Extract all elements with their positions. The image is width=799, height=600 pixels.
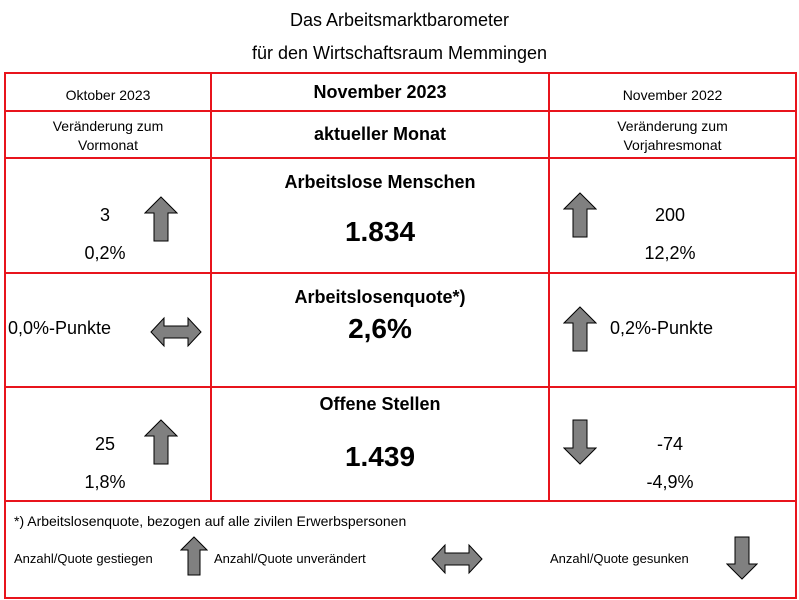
arrow-up-icon bbox=[144, 419, 178, 465]
arrow-up-icon bbox=[563, 192, 597, 238]
row2-left-text: 0,0%-Punkte bbox=[8, 318, 112, 338]
row2-right-text: 0,2%-Punkte bbox=[610, 318, 714, 338]
title-line-1: Das Arbeitsmarktbarometer bbox=[289, 10, 510, 30]
row3-value: 1.439 bbox=[344, 441, 416, 472]
legend-up-label: Anzahl/Quote gestiegen bbox=[14, 551, 153, 566]
row1-left-abs: 3 bbox=[99, 205, 110, 225]
arrow-both-icon bbox=[150, 316, 202, 348]
row1-value: 1.834 bbox=[344, 216, 416, 247]
row1-left-pct: 0,2% bbox=[84, 243, 126, 263]
arrow-both-icon bbox=[431, 543, 483, 575]
arrow-up-icon bbox=[563, 306, 597, 352]
legend-unchanged-label: Anzahl/Quote unverändert bbox=[214, 551, 366, 566]
row3-right-abs: -74 bbox=[656, 434, 683, 454]
arrow-down-icon bbox=[563, 419, 597, 465]
row3-right-pct: -4,9% bbox=[646, 472, 694, 492]
header-left-sub-line2: Vormonat bbox=[78, 137, 138, 153]
header-left-sub-line1: Veränderung zum bbox=[52, 118, 164, 134]
row3-left-abs: 25 bbox=[94, 434, 116, 454]
row2-value: 2,6% bbox=[348, 313, 412, 344]
footnote: *) Arbeitslosenquote, bezogen auf alle z… bbox=[14, 513, 407, 529]
title-line-2: für den Wirtschaftsraum Memmingen bbox=[251, 43, 548, 63]
header-center-sub: aktueller Monat bbox=[313, 124, 447, 144]
header-right-sub-line2: Vorjahresmonat bbox=[623, 137, 722, 153]
header-right-sub: Veränderung zum Vorjahresmonat bbox=[550, 117, 795, 155]
header-left-sub: Veränderung zum Vormonat bbox=[6, 117, 210, 155]
row1-label: Arbeitslose Menschen bbox=[284, 172, 476, 192]
row3-left-pct: 1,8% bbox=[84, 472, 126, 492]
header-left-month: Oktober 2023 bbox=[65, 87, 151, 103]
arrow-up-icon bbox=[180, 536, 208, 576]
legend-down-label: Anzahl/Quote gesunken bbox=[550, 551, 689, 566]
header-right-month: November 2022 bbox=[622, 87, 723, 103]
arrow-down-icon bbox=[726, 536, 758, 580]
row1-right-pct: 12,2% bbox=[644, 243, 696, 263]
row1-right-abs: 200 bbox=[654, 205, 686, 225]
header-center-month: November 2023 bbox=[313, 82, 447, 102]
row3-label: Offene Stellen bbox=[319, 394, 441, 414]
arrow-up-icon bbox=[144, 196, 178, 242]
header-right-sub-line1: Veränderung zum bbox=[617, 118, 728, 134]
row2-label: Arbeitslosenquote*) bbox=[294, 287, 466, 307]
